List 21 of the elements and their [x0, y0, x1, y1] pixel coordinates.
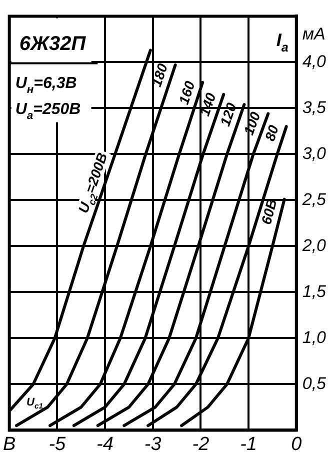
x-tick-label: -2	[192, 434, 210, 455]
y-tick-label: 3,0	[302, 144, 327, 163]
y-tick-label: 3,5	[302, 98, 327, 117]
x-tick-label: 0	[291, 434, 302, 455]
y-tick-label: 0,5	[302, 374, 327, 393]
y-tick-label: 2,5	[301, 190, 327, 209]
y-tick-label: 2,0	[301, 236, 327, 255]
y-tick-label: 4,0	[302, 52, 327, 71]
text: Uc2=200В	[74, 150, 110, 215]
y-tick-label: мА	[302, 24, 326, 44]
x-tick-label: -3	[144, 434, 162, 455]
text: 6Ж32П	[19, 33, 86, 56]
text: 160	[175, 78, 198, 106]
x-tick-label: В	[2, 434, 16, 455]
text: 80	[262, 123, 282, 143]
x-tick-label: -4	[96, 434, 114, 455]
y-tick-label: 1,0	[302, 328, 327, 347]
y-tick-label: 1,5	[302, 282, 327, 301]
x-tick-label: -1	[240, 434, 257, 455]
text: 180	[148, 61, 171, 89]
x-tick-label: -5	[48, 434, 66, 455]
